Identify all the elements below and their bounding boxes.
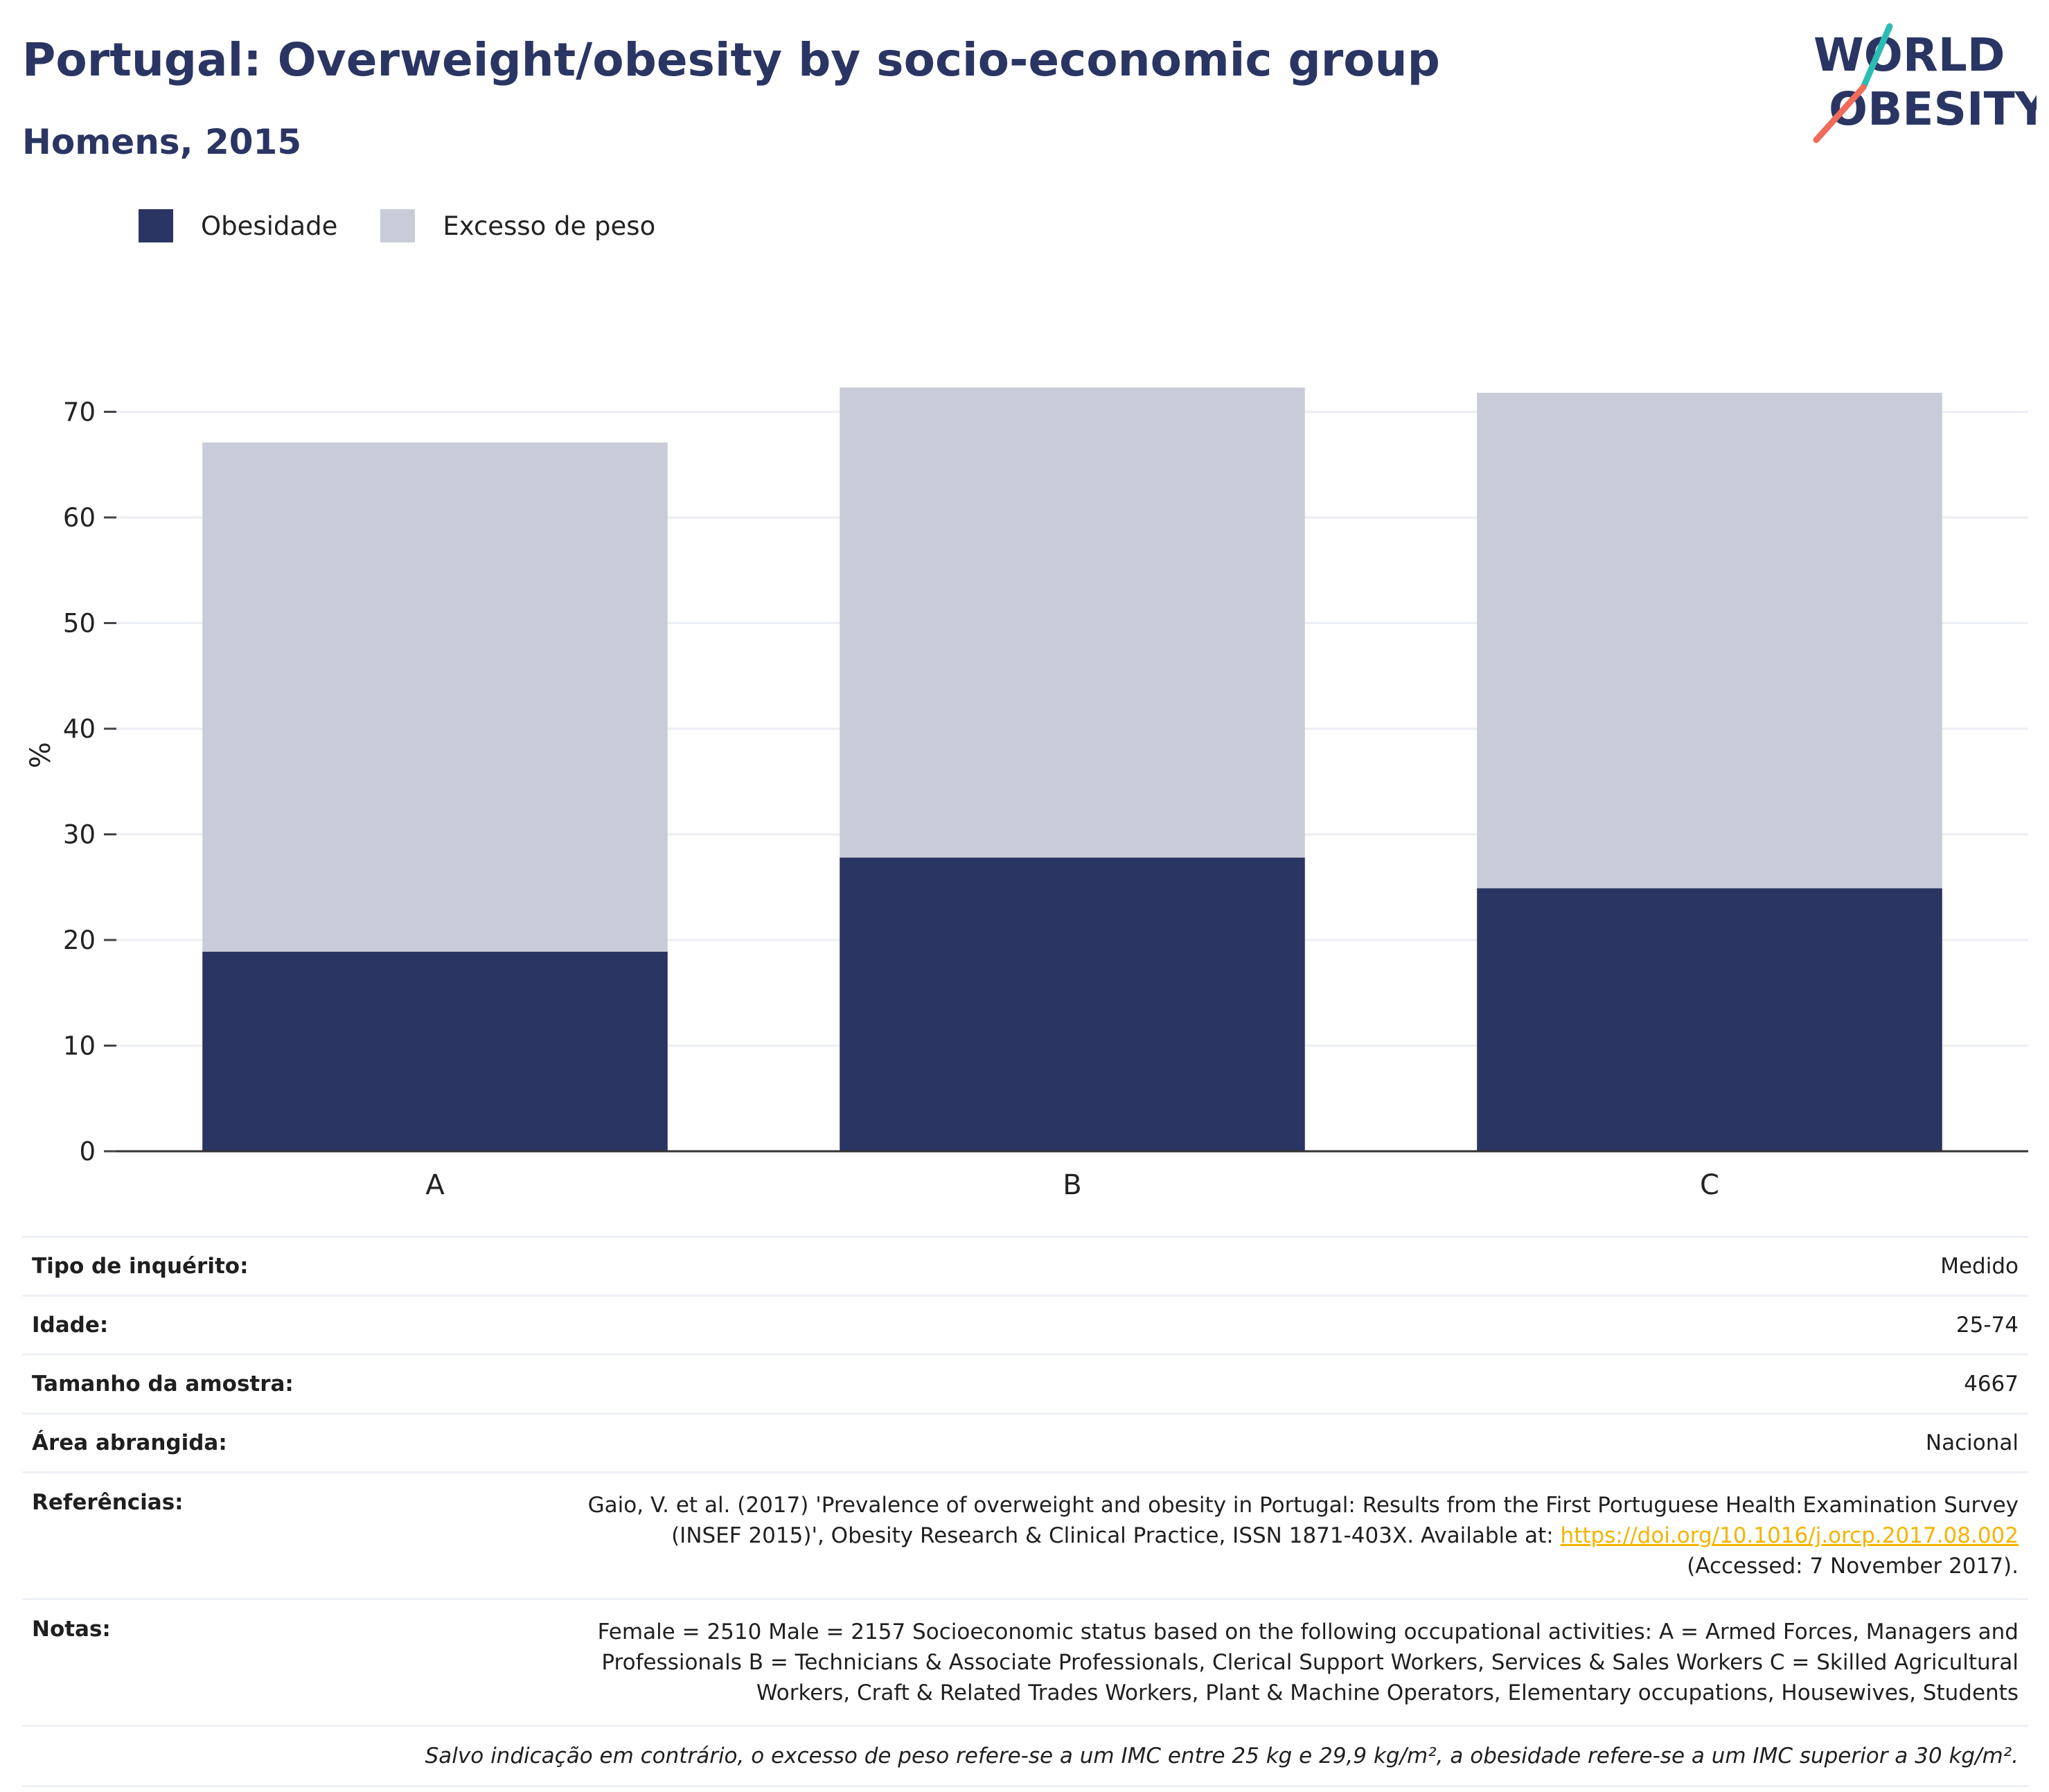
info-row-survey-type: Tipo de inquérito: Medido	[22, 1236, 2028, 1295]
sample-size-label: Tamanho da amostra:	[32, 1372, 294, 1396]
survey-type-label: Tipo de inquérito:	[32, 1254, 249, 1279]
age-label: Idade:	[32, 1313, 109, 1338]
legend: Obesidade Excesso de peso	[139, 208, 698, 244]
bar-c-excesso-de-peso	[1477, 393, 1942, 889]
chart-subtitle: Homens, 2015	[22, 122, 302, 162]
y-axis-label: %	[25, 742, 57, 768]
y-tick-label-20: 20	[63, 925, 96, 955]
legend-item-obesidade[interactable]: Obesidade	[139, 209, 337, 242]
footnote: Salvo indicação em contrário, o excesso …	[22, 1725, 2028, 1787]
survey-type-value: Medido	[1940, 1254, 2019, 1279]
info-row-notes: Notas: Female = 2510 Male = 2157 Socioec…	[22, 1598, 2028, 1725]
y-tick-label-70: 70	[63, 398, 96, 427]
bar-b-excesso-de-peso	[840, 387, 1305, 858]
area-label: Área abrangida:	[32, 1430, 227, 1455]
y-tick-label-60: 60	[63, 503, 96, 533]
x-tick-label-c: C	[1700, 1169, 1719, 1201]
bar-a-excesso-de-peso	[202, 442, 668, 952]
chart-title: Portugal: Overweight/obesity by socio-ec…	[22, 33, 1440, 87]
legend-label-obesidade: Obesidade	[201, 211, 338, 241]
x-tick-label-b: B	[1063, 1169, 1081, 1201]
y-tick-label-50: 50	[63, 609, 96, 639]
references-accessed: (Accessed: 7 November 2017).	[1687, 1554, 2019, 1579]
bar-c-obesidade	[1477, 888, 1942, 1151]
notes-label: Notas:	[32, 1617, 111, 1642]
references-value: Gaio, V. et al. (2017) 'Prevalence of ov…	[564, 1490, 2019, 1581]
info-row-sample-size: Tamanho da amostra: 4667	[22, 1354, 2028, 1412]
y-tick-label-0: 0	[79, 1137, 96, 1166]
info-row-age: Idade: 25-74	[22, 1295, 2028, 1354]
notes-value: Female = 2510 Male = 2157 Socioeconomic …	[597, 1620, 2019, 1705]
y-tick-label-30: 30	[63, 820, 96, 850]
references-link[interactable]: https://doi.org/10.1016/j.orcp.2017.08.0…	[1560, 1523, 2019, 1548]
info-table: Tipo de inquérito: Medido Idade: 25-74 T…	[22, 1236, 2028, 1787]
age-value: 25-74	[1955, 1313, 2019, 1338]
bar-a-obesidade	[202, 951, 668, 1151]
info-row-references: Referências: Gaio, V. et al. (2017) 'Pre…	[22, 1471, 2028, 1598]
legend-label-excesso-de-peso: Excesso de peso	[443, 211, 656, 241]
area-value: Nacional	[1925, 1430, 2019, 1455]
logo-teal-stroke	[1860, 23, 1893, 91]
logo-line1: WORLD	[1813, 28, 2005, 82]
world-obesity-logo: WORLD OBESITY	[1813, 23, 2037, 143]
logo-coral-stroke	[1813, 84, 1867, 143]
legend-item-excesso-de-peso[interactable]: Excesso de peso	[380, 209, 655, 242]
references-label: Referências:	[32, 1490, 184, 1515]
info-row-area: Área abrangida: Nacional	[22, 1412, 2028, 1471]
y-tick-label-10: 10	[63, 1031, 96, 1061]
x-tick-label-a: A	[425, 1169, 445, 1201]
legend-swatch-excesso-de-peso	[380, 209, 416, 242]
legend-swatch-obesidade	[139, 209, 173, 242]
bar-b-obesidade	[840, 858, 1305, 1151]
sample-size-value: 4667	[1964, 1372, 2019, 1396]
bar-chart: 0 10 20 30 40 50 60 70% A B C	[25, 387, 2028, 1201]
y-tick-label-40: 40	[63, 714, 96, 744]
references-text: Gaio, V. et al. (2017) 'Prevalence of ov…	[587, 1493, 2019, 1548]
